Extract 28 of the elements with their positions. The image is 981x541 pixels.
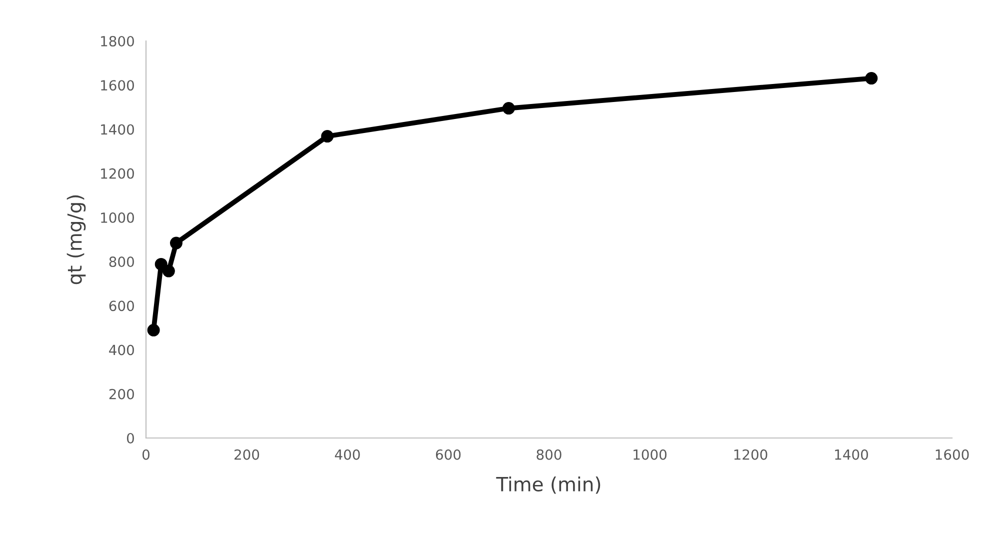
point	[154, 258, 168, 270]
x-tick-label: 1400	[835, 449, 868, 460]
y-tick-label: 800	[109, 256, 134, 268]
x-tick-label: 1200	[734, 449, 768, 460]
x-tick-label: 400	[334, 449, 360, 460]
x-tick-label: 800	[536, 449, 562, 460]
x-tick-label: 1600	[936, 449, 969, 460]
point	[147, 324, 160, 336]
point	[170, 236, 182, 250]
y-tick-label: 600	[109, 300, 134, 312]
y-axis-title: qt (mg/g)	[66, 195, 86, 284]
y-tick-label: 1800	[101, 36, 134, 46]
point	[321, 130, 334, 143]
y-tick-label: 1000	[101, 212, 134, 223]
y-tick-label: 200	[109, 388, 134, 400]
y-tick-label: 1600	[101, 80, 134, 91]
y-tick-label: 0	[126, 432, 134, 444]
x-tick-label: 0	[142, 449, 150, 460]
point	[162, 264, 175, 278]
x-axis-title: Time (min)	[496, 476, 600, 494]
y-tick-label: 1400	[101, 124, 134, 135]
x-tick-label: 600	[436, 449, 461, 460]
x-tick-label: 1000	[634, 449, 666, 460]
y-tick-label: 400	[109, 344, 134, 356]
x-tick-label: 200	[234, 449, 260, 460]
point	[502, 102, 515, 115]
point	[865, 72, 878, 85]
y-tick-label: 1200	[101, 168, 134, 179]
